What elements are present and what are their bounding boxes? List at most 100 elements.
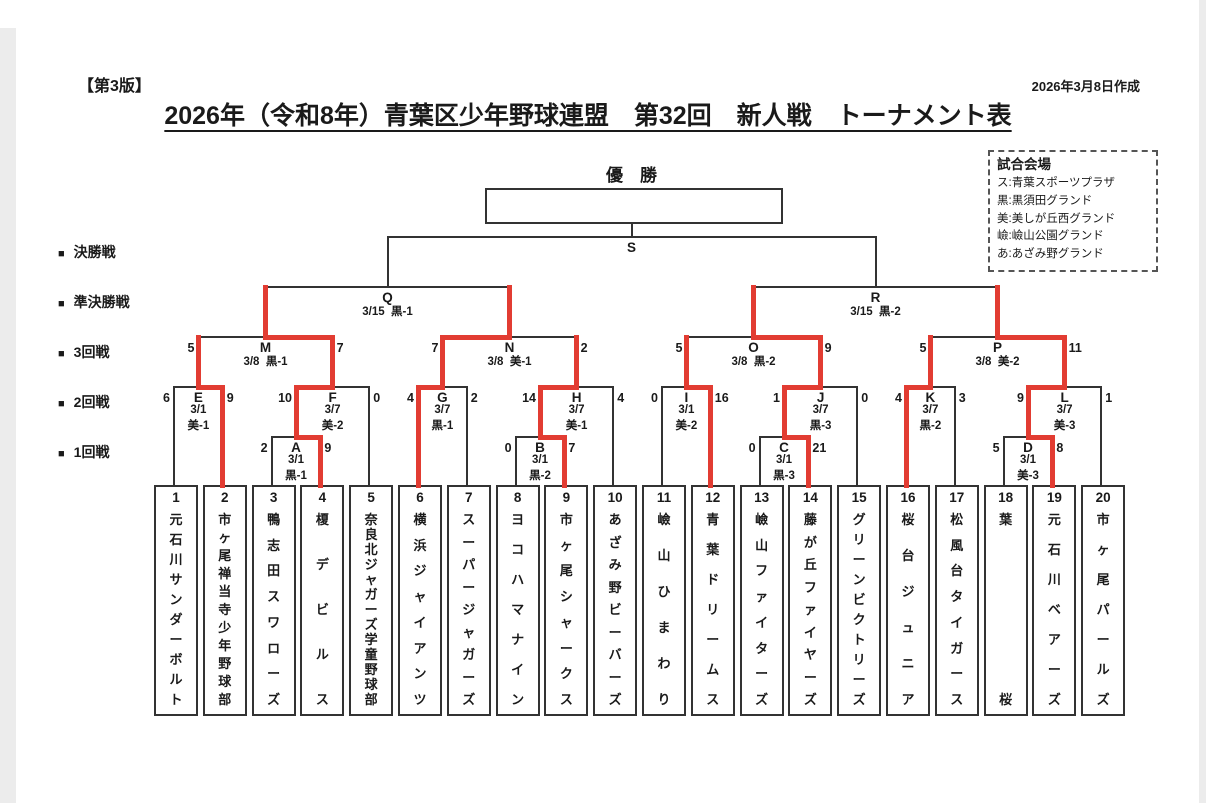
team-name: 市ヶ尾禅当寺少年野球部 <box>218 512 232 707</box>
team-box-20: 20 市ヶ尾パールズ <box>1081 485 1126 716</box>
team-box-16: 16 桜台ジュニア <box>886 485 930 716</box>
winner-path-line <box>439 334 445 390</box>
match-label-B: B <box>535 440 545 455</box>
match-label-I: I <box>684 390 689 405</box>
match-label-J: J <box>816 390 825 405</box>
team-box-10: 10 あざみ野ビーバーズ <box>593 485 638 716</box>
match-score-left: 2 <box>260 441 268 455</box>
match-date: 3/7 <box>1056 404 1073 416</box>
match-score-right: 0 <box>861 391 869 405</box>
match-venue: 美-2 <box>675 420 698 432</box>
match-score-left: 1 <box>773 391 780 405</box>
bracket-line <box>874 236 877 288</box>
bracket-line <box>465 386 468 486</box>
champion-label: 優 勝 <box>606 166 657 185</box>
match-score-left: 0 <box>748 441 756 455</box>
match-label-N: N <box>504 340 515 355</box>
round-label-text: 1回戦 <box>73 444 110 460</box>
round-bullet-icon: ■ <box>58 298 65 310</box>
winner-path-line <box>805 434 811 488</box>
venue-legend: 試合会場 ス:青葉スポーツプラザ 黒:黒須田グランド 美:美しが丘西グランド 嶮… <box>988 150 1158 272</box>
team-number: 11 <box>656 490 672 505</box>
match-label-G: G <box>437 390 448 405</box>
winner-path-line <box>781 434 811 440</box>
winner-path-line <box>781 384 824 390</box>
match-label-K: K <box>925 390 936 405</box>
match-venue: 黒-2 <box>919 420 942 432</box>
match-score-right: 11 <box>1068 341 1082 355</box>
page-title: 2026年（令和8年）青葉区少年野球連盟 第32回 新人戦 トーナメント表 <box>164 102 1012 130</box>
team-name: 横浜ジャイアンツ <box>413 512 427 707</box>
match-score-right: 3 <box>958 391 966 405</box>
team-name: グリーンビクトリーズ <box>852 512 866 707</box>
match-score-left: 10 <box>278 391 292 405</box>
bracket-line <box>661 386 663 486</box>
round-label-text: 2回戦 <box>73 394 110 410</box>
match-score-left: 0 <box>504 441 512 455</box>
team-name: 葉桜 <box>999 512 1013 707</box>
team-number: 8 <box>513 490 522 505</box>
team-number: 7 <box>465 490 473 505</box>
winner-path-line <box>751 334 824 340</box>
match-label-O: O <box>748 340 759 355</box>
winner-path-line <box>751 284 756 340</box>
match-label-F: F <box>328 390 337 405</box>
team-name: 元石川ベアーズ <box>1047 512 1061 707</box>
round-bullet-icon: ■ <box>58 448 65 460</box>
team-name: あざみ野ビーバーズ <box>608 512 622 707</box>
team-name: 松風台タイガース <box>950 512 964 707</box>
team-name: 奈良北ジャガーズ学童野球部 <box>364 512 378 707</box>
winner-path-line <box>927 334 933 390</box>
winner-path-line <box>995 284 1000 340</box>
team-box-9: 9 市ヶ尾シャークス <box>544 485 589 716</box>
match-label-H: H <box>571 390 582 405</box>
match-score-left: 5 <box>187 341 195 355</box>
team-name: 鴨志田スワローズ <box>267 512 281 707</box>
viewer-gutter-right <box>1199 0 1206 803</box>
match-venue: 黒-2 <box>529 470 551 482</box>
match-score-right: 16 <box>714 391 729 405</box>
winner-path-line <box>195 334 201 390</box>
venue-row: ス:青葉スポーツプラザ <box>997 176 1115 189</box>
venue-legend-title: 試合会場 <box>997 157 1051 172</box>
match-venue: 黒-1 <box>431 420 454 432</box>
winner-path-line <box>683 334 689 390</box>
team-number: 17 <box>949 490 965 505</box>
match-date-venue: 3/8 美-1 <box>487 356 532 368</box>
match-date: 3/1 <box>1020 454 1036 466</box>
bracket-line <box>386 236 389 288</box>
team-box-1: 1 元石川サンダーボルト <box>154 485 198 716</box>
winner-path-line <box>781 384 787 440</box>
team-box-13: 13 嶮山ファイターズ <box>739 485 784 716</box>
team-box-12: 12 青葉ドリームス <box>690 485 735 716</box>
round-label: ■ 決勝戦 <box>58 242 116 262</box>
winner-path-line <box>561 434 567 488</box>
bracket-line <box>173 386 175 486</box>
team-box-11: 11 嶮山ひまわり <box>642 485 686 716</box>
match-label-C: C <box>779 440 789 455</box>
team-number: 19 <box>1046 490 1062 505</box>
team-box-8: 8 ヨコハマナイン <box>495 485 540 716</box>
match-score-left: 7 <box>431 341 439 355</box>
round-bullet-icon: ■ <box>58 398 65 410</box>
match-date: 3/1 <box>190 404 207 416</box>
match-venue: 美-3 <box>1017 470 1039 482</box>
team-box-14: 14 藤が丘ファイヤーズ <box>788 485 833 716</box>
round-label-text: 3回戦 <box>73 344 110 360</box>
match-date: 3/7 <box>812 404 829 416</box>
match-date: 3/1 <box>678 404 695 416</box>
match-label-E: E <box>193 390 203 405</box>
team-number: 12 <box>705 490 721 505</box>
match-score-right: 8 <box>1056 441 1064 455</box>
match-label-M: M <box>259 340 272 355</box>
winner-path-line <box>415 384 445 390</box>
bracket-line <box>953 386 956 486</box>
team-box-18: 18 葉桜 <box>983 485 1028 716</box>
team-name: スーパージャガーズ <box>462 512 476 707</box>
winner-path-line <box>1025 384 1068 390</box>
bracket-line <box>612 386 615 486</box>
match-venue: 美-1 <box>187 420 210 432</box>
match-venue: 美-1 <box>565 420 588 432</box>
match-score-left: 6 <box>163 391 170 405</box>
match-label-A: A <box>291 440 301 455</box>
